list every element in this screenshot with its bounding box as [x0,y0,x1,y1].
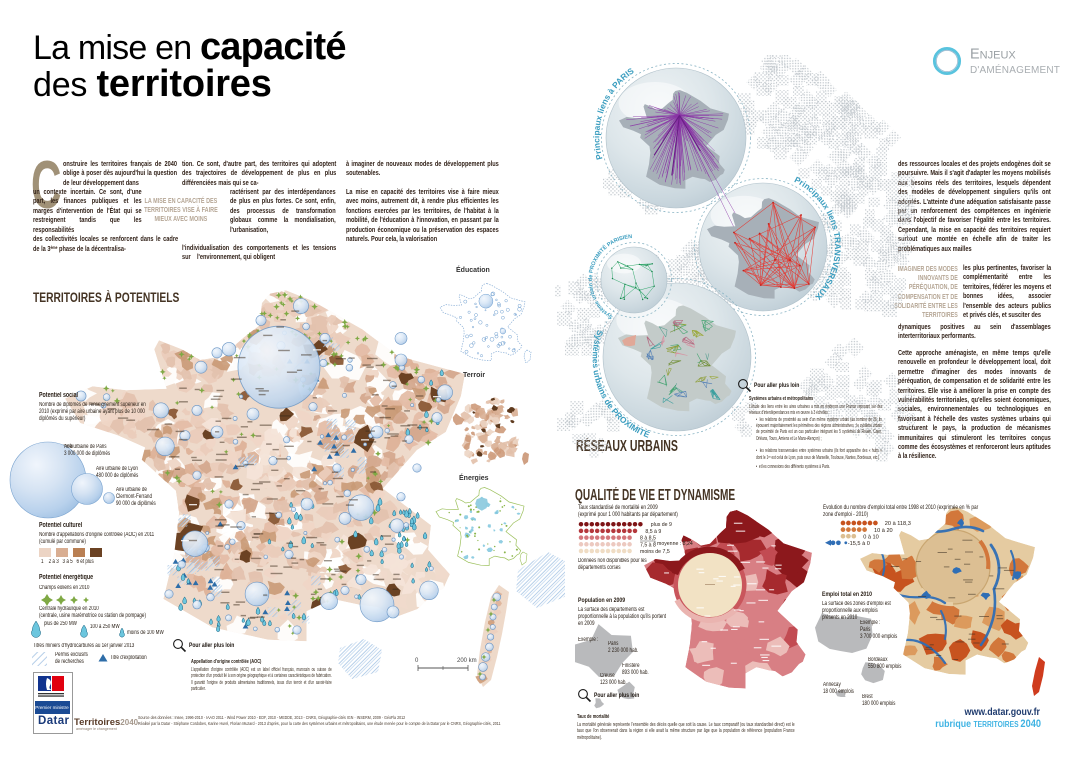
svg-text:0: 0 [415,658,419,664]
svg-text:20 à 118,3: 20 à 118,3 [885,521,911,527]
svg-text:8 à 8,5: 8 à 8,5 [640,536,656,542]
svg-text:plus de 9: plus de 9 [651,522,672,528]
svg-text:D'AMÉNAGEMENT: D'AMÉNAGEMENT [970,63,1060,76]
svg-text:moins de 7,5: moins de 7,5 [640,549,670,555]
svg-text:8,5 à 9: 8,5 à 9 [645,529,661,535]
svg-text:200 km: 200 km [457,658,477,664]
svg-text:7,5 à 8: 7,5 à 8 [640,542,656,548]
svg-text:ENJEUX: ENJEUX [970,47,1016,63]
svg-text:0 à 10: 0 à 10 [863,534,879,540]
svg-text:-15,5 à 0: -15,5 à 0 [848,541,870,547]
svg-text:moyenne : 8,24: moyenne : 8,24 [657,541,693,547]
svg-text:10 à 20: 10 à 20 [874,528,893,534]
